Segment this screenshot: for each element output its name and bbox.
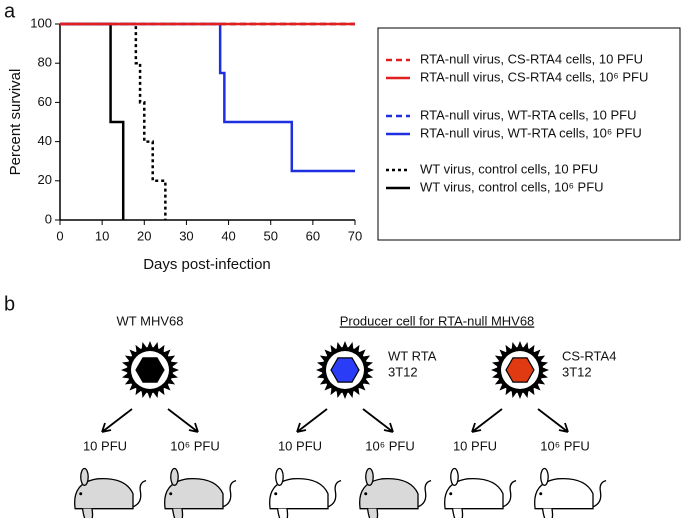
dose-label: 10⁶ PFU (540, 438, 589, 453)
dose-label: 10⁶ PFU (170, 438, 219, 453)
survival-line (60, 22, 355, 173)
group-title: WT MHV68 (117, 313, 184, 328)
arrow (471, 408, 503, 433)
y-tick-label: 60 (38, 94, 52, 109)
survival-line (60, 22, 167, 220)
x-axis-title: Days post-infection (143, 256, 271, 273)
x-tick-label: 40 (221, 228, 235, 243)
legend-box (377, 27, 681, 241)
mouse (444, 467, 517, 518)
cell-sub: 3T12 (388, 364, 418, 379)
virus-capsid (135, 357, 165, 383)
virus-capsid (330, 357, 360, 383)
mouse (74, 467, 147, 518)
x-tick-label: 60 (306, 228, 320, 243)
legend-label: RTA-null virus, WT-RTA cells, 10⁶ PFU (420, 125, 642, 140)
survival-line (60, 22, 125, 220)
cell-name: WT RTA (388, 348, 437, 363)
dose-label: 10 PFU (278, 438, 322, 453)
cell-name: CS-RTA4 (562, 348, 616, 363)
mouse (359, 467, 432, 518)
arrow (362, 408, 394, 433)
x-tick-label: 20 (137, 228, 151, 243)
dose-label: 10 PFU (83, 438, 127, 453)
legend-label: WT virus, control cells, 10 PFU (420, 161, 598, 176)
y-tick-label: 0 (45, 211, 52, 226)
mouse (534, 467, 607, 518)
y-axis-title: Percent survival (7, 69, 24, 176)
x-tick-label: 50 (263, 228, 277, 243)
y-tick-label: 100 (30, 15, 52, 30)
arrow (167, 408, 199, 433)
mouse (164, 467, 237, 518)
x-tick-label: 10 (95, 228, 109, 243)
arrow (101, 408, 133, 433)
y-tick-label: 40 (38, 133, 52, 148)
panel-label: a (4, 0, 16, 22)
arrow (296, 408, 328, 433)
legend-label: WT virus, control cells, 10⁶ PFU (420, 179, 604, 194)
y-tick-label: 80 (38, 55, 52, 70)
dose-label: 10⁶ PFU (365, 438, 414, 453)
group-title: Producer cell for RTA-null MHV68 (340, 313, 535, 328)
x-tick-label: 30 (179, 228, 193, 243)
dose-label: 10 PFU (453, 438, 497, 453)
x-tick-label: 0 (56, 228, 63, 243)
panel-label: b (4, 293, 15, 315)
virus-capsid (505, 357, 535, 383)
legend-label: RTA-null virus, CS-RTA4 cells, 10⁶ PFU (420, 69, 648, 84)
cell-sub: 3T12 (562, 364, 592, 379)
x-tick-label: 70 (348, 228, 362, 243)
y-tick-label: 20 (38, 172, 52, 187)
mouse (269, 467, 342, 518)
legend-label: RTA-null virus, WT-RTA cells, 10 PFU (420, 107, 636, 122)
legend-label: RTA-null virus, CS-RTA4 cells, 10 PFU (420, 51, 643, 66)
arrow (537, 408, 569, 433)
